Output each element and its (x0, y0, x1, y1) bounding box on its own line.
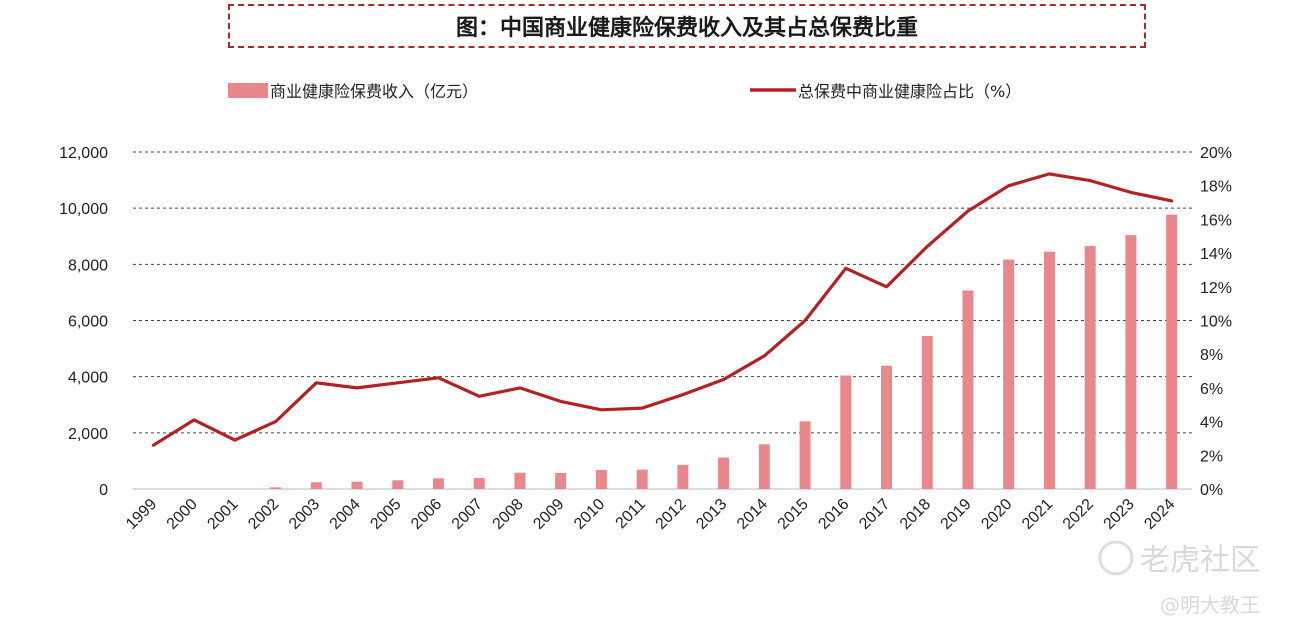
x-tick-label: 1999 (123, 496, 160, 533)
x-tick-label: 2006 (408, 496, 445, 533)
x-tick-label: 2002 (245, 496, 282, 533)
y-right-tick-label: 2% (1200, 448, 1223, 465)
y-right-tick-label: 18% (1200, 179, 1232, 196)
y-right-tick-label: 4% (1200, 415, 1223, 432)
x-tick-label: 2024 (1141, 496, 1178, 533)
x-tick-label: 2009 (530, 496, 567, 533)
x-tick-label: 2022 (1060, 496, 1097, 533)
watermark-author-text: @明大教王 (1160, 593, 1260, 617)
bar-2022 (1084, 246, 1096, 489)
bar-2007 (473, 478, 485, 489)
x-tick-label: 2003 (286, 496, 323, 533)
y-right-tick-label: 8% (1200, 347, 1223, 364)
y-right-tick-label: 20% (1200, 145, 1232, 162)
y-left-tick-label: 4,000 (68, 370, 108, 387)
bar-2004 (351, 481, 363, 489)
watermark-logo-text: 老虎社区 (1140, 543, 1260, 578)
y-right-tick-label: 14% (1200, 246, 1232, 263)
bar-2008 (514, 472, 526, 489)
chart-title-box: 图：中国商业健康险保费收入及其占总保费比重 (228, 4, 1146, 48)
y-right-tick-label: 6% (1200, 381, 1223, 398)
x-tick-label: 2001 (204, 496, 241, 533)
legend: 商业健康险保费收入（亿元） 总保费中商业健康险占比（%） (228, 82, 1021, 101)
x-tick-label: 2012 (653, 496, 690, 533)
bar-2009 (555, 472, 567, 489)
bar-2024 (1166, 214, 1178, 489)
bar-2011 (636, 469, 648, 489)
bar-2012 (677, 464, 689, 489)
y-left-tick-label: 0 (99, 482, 108, 499)
x-tick-label: 2014 (734, 496, 771, 533)
bar-2023 (1125, 235, 1137, 489)
x-axis: 1999 2000 2001 2002 2003 2004 2005 2006 2007 2008… (123, 496, 1179, 533)
bar-2016 (840, 375, 852, 489)
bar-2005 (392, 480, 404, 489)
x-tick-label: 2000 (164, 496, 201, 533)
y-left-tick-label: 6,000 (68, 314, 108, 331)
watermark-layer: 老虎社区 @明大教王 (1098, 540, 1260, 617)
y-right-tick-label: 0% (1200, 482, 1223, 499)
y-right-tick-label: 12% (1200, 280, 1232, 297)
legend-line-label: 总保费中商业健康险占比（%） (798, 82, 1021, 101)
x-tick-label: 2019 (938, 496, 975, 533)
y-right-tick-label: 16% (1200, 212, 1232, 229)
legend-bar-label: 商业健康险保费收入（亿元） (270, 82, 478, 101)
tiger-logo-icon (1098, 540, 1134, 576)
bar-2018 (921, 335, 933, 489)
bar-2006 (432, 478, 444, 489)
x-tick-label: 2005 (367, 496, 404, 533)
bar-2017 (881, 365, 893, 489)
x-tick-label: 2018 (897, 496, 934, 533)
bar-2010 (595, 469, 607, 489)
y-left-tick-label: 12,000 (59, 145, 108, 162)
y-left-tick-label: 2,000 (68, 426, 108, 443)
bar-2021 (1043, 251, 1055, 489)
y-left-tick-label: 10,000 (59, 201, 108, 218)
y-left-tick-label: 8,000 (68, 257, 108, 274)
chart-title: 图：中国商业健康险保费收入及其占总保费比重 (455, 16, 918, 41)
bar-2013 (718, 457, 730, 489)
x-tick-label: 2011 (613, 496, 649, 532)
grid-layer (133, 151, 1192, 490)
line-layer (151, 172, 1174, 447)
x-tick-label: 2017 (856, 496, 893, 533)
y-axis-right: 0% 2% 4% 6% 8% 10% 12% 14% 16% 18% 20% (1200, 145, 1232, 499)
x-tick-label: 2016 (815, 496, 852, 533)
y-right-tick-label: 10% (1200, 314, 1232, 331)
bar-2003 (310, 482, 322, 489)
x-tick-label: 2015 (775, 496, 812, 533)
bar-2020 (1003, 259, 1015, 489)
y-axis-left: 0 2,000 4,000 6,000 8,000 10,000 12,000 (59, 145, 108, 499)
x-tick-label: 2021 (1019, 496, 1056, 533)
bar-layer (270, 214, 1178, 489)
bar-2015 (799, 421, 811, 489)
x-tick-label: 2004 (327, 496, 364, 533)
x-tick-label: 2007 (449, 496, 486, 533)
x-tick-label: 2010 (571, 496, 608, 533)
x-tick-label: 2008 (490, 496, 527, 533)
bar-2019 (962, 290, 974, 489)
x-tick-label: 2013 (693, 496, 730, 533)
legend-bar-swatch (228, 83, 268, 98)
series-line-share (151, 172, 1174, 447)
x-tick-label: 2023 (1101, 496, 1138, 533)
bar-2002 (270, 487, 282, 489)
x-tick-label: 2020 (978, 496, 1015, 533)
bar-2014 (758, 444, 770, 489)
